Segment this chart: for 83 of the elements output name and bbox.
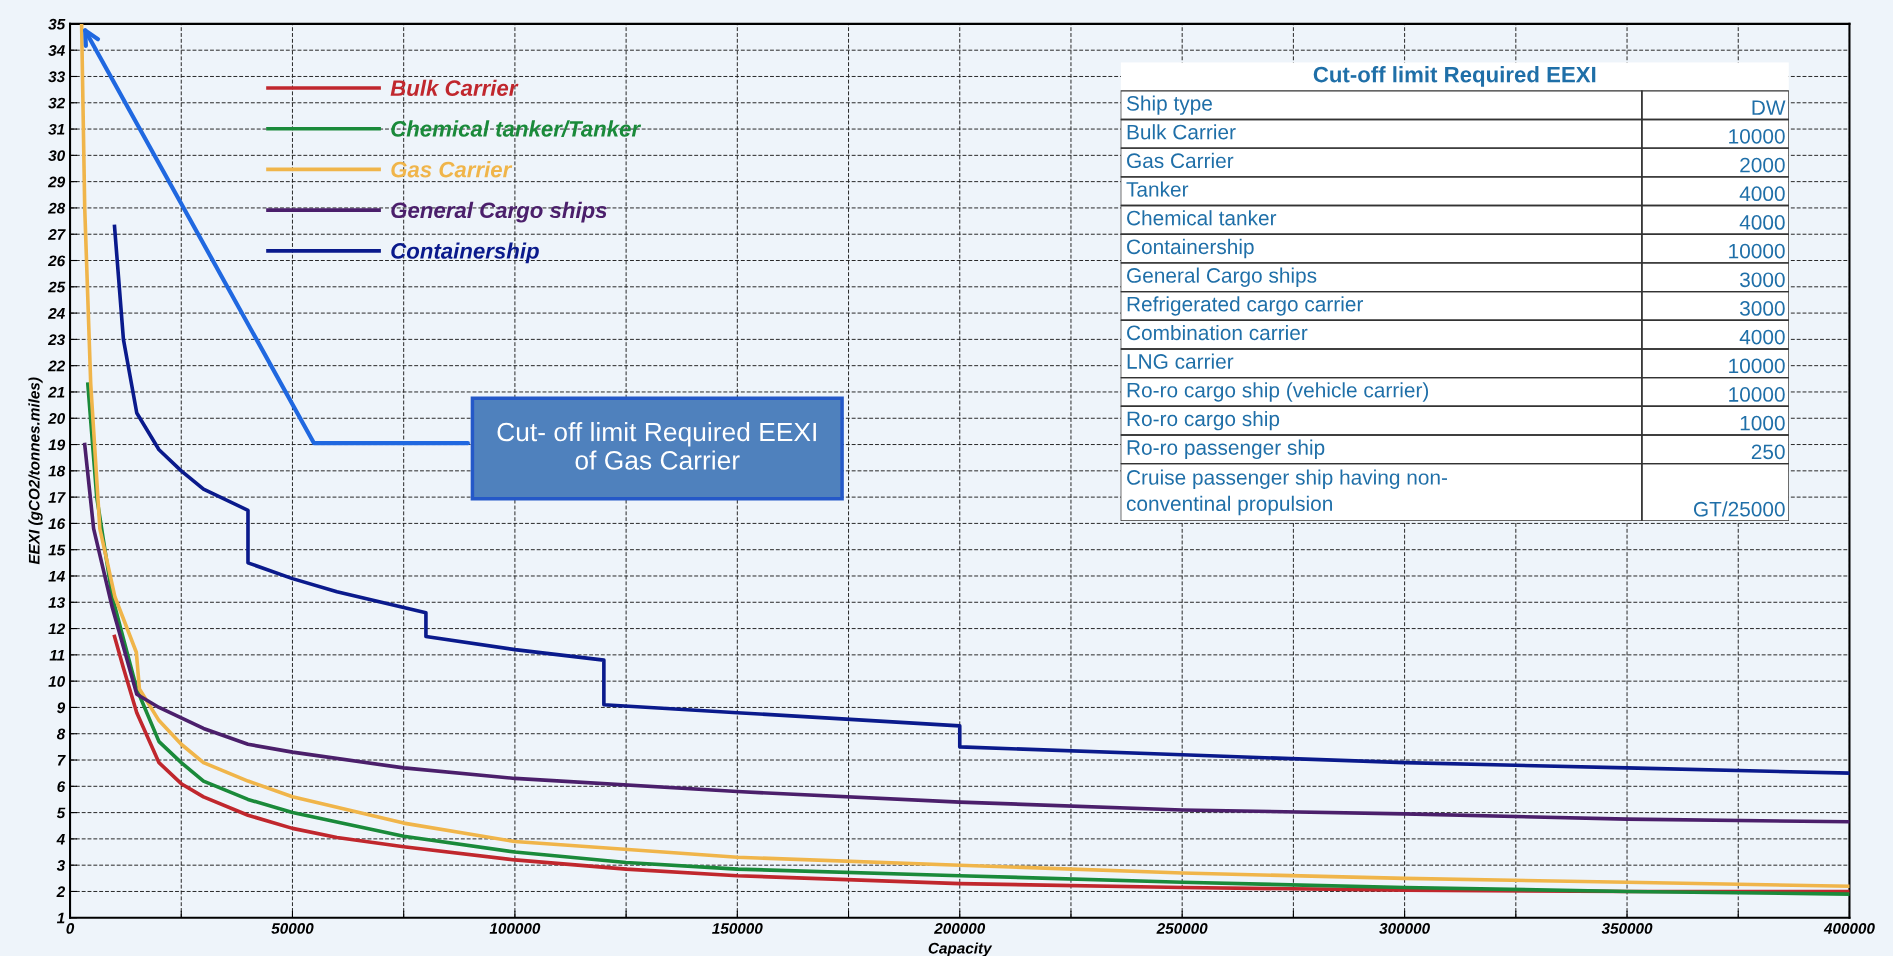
category-label: Ro-ro cargo ship	[1127, 410, 1280, 431]
category-label: Refrigerated cargo carrier	[1127, 296, 1364, 316]
text: 4000	[1739, 186, 1785, 202]
y-tick-label: 14	[48, 571, 65, 582]
y-tick-label: 4	[56, 833, 65, 845]
text: Gas Carrier	[391, 161, 513, 178]
y-tick-label: 16	[48, 518, 66, 530]
annotation: Cut- off limit Required EEXI of Gas Carrier	[497, 421, 816, 470]
y-tick-label: 33	[48, 71, 66, 83]
text: 3000	[1740, 301, 1785, 316]
text: 4000	[1739, 215, 1785, 230]
y-tick-label: 12	[48, 623, 66, 635]
text: 10000	[1729, 243, 1785, 259]
line-series	[86, 382, 1850, 896]
text: 2000	[1740, 157, 1785, 173]
x-tick-label: 300000	[1379, 923, 1430, 934]
text: 4000	[1739, 329, 1785, 345]
y-tick-label: 15	[48, 544, 66, 556]
x-tick-label: 400000	[1823, 923, 1875, 934]
y-tick-label: 22	[47, 360, 66, 372]
text: 3000	[1740, 272, 1785, 288]
y-tick-label: 2	[56, 886, 66, 898]
y-tick-label: 19	[48, 439, 66, 451]
y-axis-title: EEXI (gCO2/tonnes.miles)	[28, 377, 43, 565]
y-tick-label: 20	[47, 413, 66, 424]
text: 10000	[1729, 128, 1785, 144]
text: 10000	[1729, 387, 1785, 402]
y-tick-label: 7	[57, 755, 66, 766]
category-label: Gas Carrier	[1127, 152, 1234, 169]
category-label: Bulk Carrier	[1127, 124, 1236, 140]
x-tick-label: 100000	[489, 923, 541, 934]
text: Bulk Carrier	[390, 79, 519, 96]
y-tick-label: 1	[56, 912, 65, 924]
y-tick-label: 28	[47, 202, 66, 214]
text: 250	[1751, 444, 1785, 460]
x-axis-title: Capacity	[928, 942, 993, 956]
y-tick-label: 17	[48, 492, 66, 503]
text: Containership	[391, 242, 539, 264]
x-tick-label: 0	[66, 923, 75, 934]
text: Chemical tanker/Tanker	[391, 120, 642, 137]
line-series	[79, 23, 1850, 889]
text: 1000	[1740, 415, 1785, 431]
category-label: Ro-ro cargo ship (vehicle carrier)	[1127, 382, 1429, 402]
category-label: Cruise passenger ship having non- conventinal propulsion	[1126, 469, 1448, 516]
category-label: LNG carrier	[1127, 353, 1234, 369]
y-tick-label: 13	[48, 597, 66, 608]
y-tick-label: 9	[57, 702, 66, 714]
text: Cut-off limit Required EEXI	[1313, 66, 1596, 87]
y-tick-label: 11	[49, 649, 65, 661]
y-tick-label: 21	[47, 386, 65, 398]
y-tick-label: 34	[48, 45, 65, 56]
x-tick-label: 200000	[934, 923, 986, 934]
text: General Cargo ships	[391, 201, 607, 223]
y-tick-label: 25	[47, 281, 66, 293]
y-tick-label: 6	[57, 781, 66, 792]
category-label: Chemical tanker	[1127, 210, 1277, 226]
x-tick-label: 150000	[712, 923, 763, 934]
x-tick-label: 250000	[1156, 923, 1208, 934]
y-tick-label: 30	[48, 150, 66, 162]
category-label: Ro-ro passenger ship	[1127, 439, 1325, 460]
y-tick-label: 18	[48, 465, 66, 477]
y-tick-label: 24	[47, 307, 65, 319]
x-tick-label: 50000	[271, 923, 314, 934]
category-label: Containership	[1127, 238, 1254, 259]
y-tick-label: 5	[56, 807, 66, 819]
y-tick-label: 35	[48, 18, 66, 30]
category-label: Tanker	[1126, 181, 1189, 197]
y-tick-label: 32	[48, 97, 66, 109]
y-tick-label: 26	[47, 255, 66, 267]
text: GT/25000	[1693, 501, 1785, 517]
y-tick-label: 23	[47, 334, 66, 346]
category-label: Ship type	[1126, 95, 1212, 115]
category-label: General Cargo ships	[1127, 267, 1317, 287]
text: 10000	[1729, 358, 1785, 374]
y-tick-label: 3	[56, 860, 66, 871]
y-tick-label: 27	[47, 229, 66, 240]
y-tick-label: 8	[56, 728, 66, 740]
category-label: Combination carrier	[1127, 324, 1308, 341]
x-tick-label: 350000	[1601, 923, 1653, 934]
y-tick-label: 31	[48, 123, 65, 135]
text: DW	[1752, 100, 1786, 115]
y-tick-label: 10	[48, 676, 66, 687]
y-tick-label: 29	[47, 176, 66, 188]
